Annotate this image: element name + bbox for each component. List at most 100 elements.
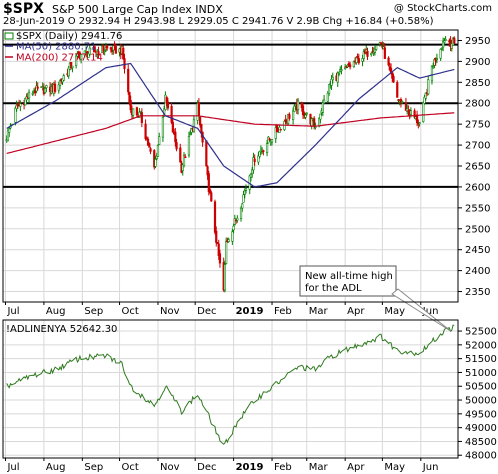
candle-body: [123, 58, 126, 69]
candle-body: [67, 67, 70, 77]
candle-body: [88, 47, 91, 55]
candle-body: [352, 61, 355, 68]
candle-body: [349, 64, 352, 68]
symbol-subtitle: S&P 500 Large Cap Index INDX: [52, 3, 223, 16]
candle-body: [36, 86, 39, 89]
candle-body: [102, 45, 105, 52]
ma200-line: [6, 112, 455, 154]
candle-body: [174, 131, 177, 143]
candle-body: [336, 72, 339, 83]
candle-body: [387, 57, 390, 66]
price-y-axis: 2350 2400 2450 2500 2550 2600 2650 2700 2750 2800…: [458, 36, 490, 298]
candle-body: [392, 75, 395, 83]
legend-ma50: MA(50) 2880.71: [16, 42, 97, 53]
candle-body: [140, 112, 143, 123]
candle-body: [93, 46, 96, 52]
month-label: Dec: [197, 306, 216, 317]
month-label: Oct: [122, 462, 139, 473]
candle-body: [113, 43, 116, 47]
adl-tick-label: 52000: [465, 340, 497, 351]
candle-body: [319, 113, 322, 120]
adl-y-axis: 48000 48500 49000 49500 50000 50500 51000 51500…: [458, 327, 497, 462]
candle-body: [357, 58, 360, 64]
symbol-title: $SPX: [3, 1, 44, 17]
candle-body: [326, 92, 329, 102]
candle-body: [313, 118, 316, 127]
candle-body: [242, 194, 245, 203]
candle-body: [14, 107, 17, 123]
month-label: Mar: [309, 462, 329, 473]
candle-body: [301, 105, 305, 116]
candle-body: [231, 231, 234, 242]
candle-body: [181, 164, 184, 171]
candle-body: [197, 102, 200, 116]
month-label: Mar: [309, 306, 329, 317]
candle-body: [103, 50, 106, 52]
candle-body: [216, 242, 219, 244]
candle-body: [321, 102, 324, 113]
adl-line: [6, 324, 455, 445]
candle-body: [80, 54, 83, 60]
candle-body: [244, 187, 248, 191]
adl-tick-label: 51500: [465, 354, 497, 365]
month-label: Apr: [347, 462, 365, 473]
candle-body: [138, 111, 141, 118]
candle-body: [265, 143, 269, 153]
month-label: Apr: [347, 306, 365, 317]
candle-body: [135, 107, 138, 116]
candle-body: [114, 46, 117, 54]
month-label: Sep: [84, 462, 103, 473]
candle-body: [189, 133, 192, 136]
month-label: Nov: [160, 306, 180, 317]
price-tick-label: 2450: [465, 245, 490, 256]
candle-body: [205, 140, 208, 167]
legend-adl: !ADLINENYA 52642.30: [6, 324, 117, 335]
price-tick-label: 2600: [465, 182, 490, 193]
price-tick-label: 2950: [465, 36, 490, 47]
candle-body: [270, 139, 274, 143]
candle-body: [192, 119, 196, 133]
month-label: 2019: [236, 306, 264, 317]
candle-body: [213, 201, 217, 233]
candle-body: [288, 114, 291, 119]
candle-body: [432, 66, 435, 69]
candle-body: [450, 43, 453, 49]
month-label: Oct: [122, 306, 139, 317]
candle-body: [146, 138, 150, 146]
candle-body: [158, 136, 161, 145]
adl-series: [6, 324, 455, 445]
candle-body: [179, 147, 182, 163]
legend-ma200: MA(200) 2777.14: [16, 53, 103, 64]
month-label: Dec: [197, 462, 216, 473]
candle-body: [366, 50, 369, 57]
ohlc-summary: 28-Jun-2019 O 2932.94 H 2943.98 L 2929.0…: [3, 16, 434, 27]
month-label: Nov: [160, 462, 180, 473]
candle-body: [106, 45, 109, 49]
candle-body: [154, 159, 157, 167]
candle-body: [225, 241, 228, 264]
panel-border: [2, 29, 459, 303]
candle-body: [236, 217, 239, 221]
candle-body: [293, 105, 296, 112]
month-label: Aug: [46, 306, 66, 317]
candle-body: [44, 88, 47, 93]
adl-tick-label: 49000: [465, 423, 497, 434]
candle-body: [422, 101, 425, 122]
candle-body: [323, 99, 326, 104]
candle-body: [232, 225, 235, 231]
candle-body: [253, 158, 256, 162]
legend-price: $SPX (Daily) 2941.76: [16, 31, 122, 42]
candle-body: [170, 105, 173, 123]
month-label: Sep: [84, 306, 103, 317]
candle-body: [27, 91, 31, 99]
candle-body: [155, 155, 158, 159]
candle-body: [199, 116, 202, 126]
candle-body: [424, 92, 427, 99]
price-tick-label: 2750: [465, 120, 490, 131]
candle-body: [439, 48, 442, 59]
month-label: May: [384, 462, 405, 473]
candle-body: [249, 173, 253, 178]
month-label: Feb: [274, 306, 292, 317]
